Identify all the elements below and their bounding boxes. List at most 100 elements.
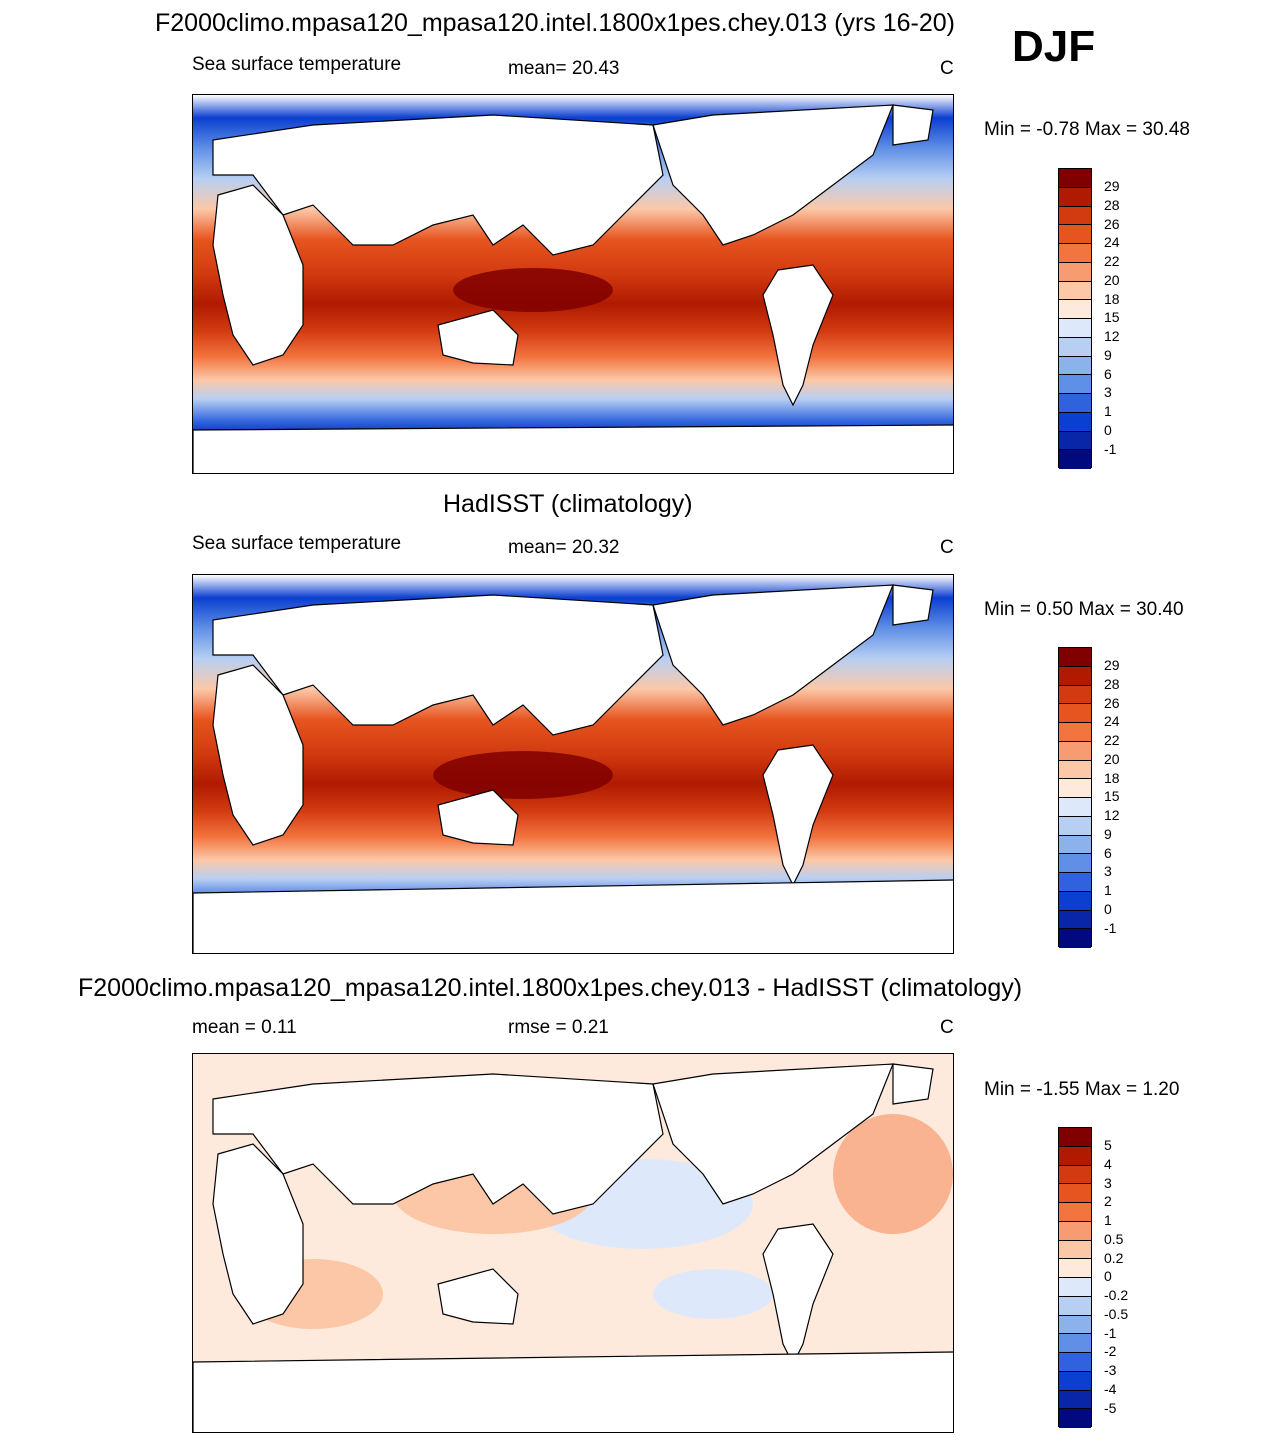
panel3-rmse-label: rmse = 0.21 (508, 1017, 609, 1038)
panel1-cb-swatch (1059, 450, 1091, 469)
panel3-mean-label: mean = 0.11 (192, 1017, 297, 1038)
panel2-cb-label: 26 (1104, 695, 1120, 711)
panel3-cb-label: 0.5 (1104, 1231, 1124, 1247)
panel1-cb-swatch (1059, 244, 1091, 263)
panel3-cb-swatch (1059, 1278, 1091, 1297)
panel3-cb-swatch (1059, 1146, 1091, 1166)
panel3-cb-label: 1 (1104, 1212, 1112, 1228)
panel3-minmax-label: Min = -1.55 Max = 1.20 (984, 1079, 1180, 1100)
panel3-units-label: C (940, 1017, 954, 1038)
panel3-cb-label: 5 (1104, 1137, 1112, 1153)
panel3-title: F2000climo.mpasa120_mpasa120.intel.1800x… (78, 974, 1023, 1002)
panel2-cb-label: 28 (1104, 676, 1120, 692)
panel3-cool-bias-south (653, 1269, 773, 1319)
panel2-cb-swatch (1059, 910, 1091, 930)
panel1-cb-label: 12 (1104, 328, 1120, 344)
panel1-map-svg (193, 95, 953, 473)
panel1-units-label: C (940, 58, 954, 79)
panel2-cb-swatch (1059, 798, 1091, 817)
panel3-cb-label: 2 (1104, 1193, 1112, 1209)
panel2-cb-label: -1 (1104, 920, 1117, 936)
panel3-cb-label: -2 (1104, 1343, 1117, 1359)
panel2-cb-swatch (1059, 741, 1091, 761)
panel2-warm-pool (433, 751, 613, 799)
panel2-cb-swatch (1059, 648, 1091, 667)
panel2-cb-label: 18 (1104, 770, 1120, 786)
panel1-cb-label: 28 (1104, 197, 1120, 213)
panel1-mean-label: mean= 20.43 (508, 58, 620, 79)
panel3-cb-label: -5 (1104, 1400, 1117, 1416)
panel3-cb-label: -4 (1104, 1381, 1117, 1397)
panel1-cb-swatch (1059, 431, 1091, 451)
panel1-cb-label: -1 (1104, 441, 1117, 457)
panel2-cb-label: 0 (1104, 901, 1112, 917)
panel2-variable-label: Sea surface temperature (192, 533, 402, 554)
panel2-cb-swatch (1059, 873, 1091, 892)
panel3-cb-label: 0 (1104, 1268, 1112, 1284)
panel1-cb-swatch (1059, 225, 1091, 244)
panel2-cb-label: 12 (1104, 807, 1120, 823)
panel1-cb-swatch (1059, 394, 1091, 413)
panel3-map (192, 1053, 954, 1433)
panel1-cb-swatch (1059, 187, 1091, 207)
panel2-cb-swatch (1059, 779, 1091, 798)
panel2-cb-swatch (1059, 685, 1091, 705)
panel1-cb-label: 6 (1104, 366, 1112, 382)
season-label: DJF (1012, 22, 1096, 71)
panel1-cb-swatch (1059, 319, 1091, 338)
panel1-title: F2000climo.mpasa120_mpasa120.intel.1800x… (155, 9, 956, 37)
panel3-cb-swatch (1059, 1259, 1091, 1278)
panel3-cb-swatch (1059, 1184, 1091, 1203)
panel3-map-svg (193, 1054, 953, 1432)
panel1-cb-label: 26 (1104, 216, 1120, 232)
panel3-cb-swatch (1059, 1165, 1091, 1185)
panel1-cb-label: 29 (1104, 178, 1120, 194)
panel3-cb-label: 4 (1104, 1156, 1112, 1172)
panel2-cb-swatch (1059, 723, 1091, 742)
panel1-cb-label: 1 (1104, 403, 1112, 419)
panel1-cb-swatch (1059, 281, 1091, 301)
panel3-warm-bias-atlantic (833, 1114, 953, 1234)
panel3-cb-swatch (1059, 1128, 1091, 1147)
panel2-landmasses (193, 584, 953, 953)
panel1-cb-swatch (1059, 262, 1091, 282)
panel2-map (192, 574, 954, 954)
panel3-cb-swatch (1059, 1203, 1091, 1222)
panel2-map-svg (193, 575, 953, 953)
panel3-cb-swatch (1059, 1221, 1091, 1241)
panel3-cb-label: -3 (1104, 1362, 1117, 1378)
panel2-cb-label: 22 (1104, 732, 1120, 748)
panel3-cb-swatch (1059, 1296, 1091, 1316)
panel1-cb-swatch (1059, 412, 1091, 432)
panel1-cb-swatch (1059, 206, 1091, 226)
panel3-cb-label: -0.2 (1104, 1287, 1129, 1303)
panel2-cb-label: 6 (1104, 845, 1112, 861)
panel2-cb-swatch (1059, 854, 1091, 873)
panel2-cb-label: 9 (1104, 826, 1112, 842)
panel2-title: HadISST (climatology) (443, 490, 693, 518)
panel3-cb-swatch (1059, 1353, 1091, 1372)
panel1-cb-swatch (1059, 169, 1091, 188)
panel1-colorbar (1058, 168, 1092, 469)
panel1-cb-label: 9 (1104, 347, 1112, 363)
panel2-cb-label: 15 (1104, 788, 1120, 804)
panel1-minmax-label: Min = -0.78 Max = 30.48 (984, 119, 1190, 140)
panel1-cb-swatch (1059, 300, 1091, 319)
panel3-landmasses (193, 1063, 953, 1432)
panel2-cb-label: 3 (1104, 863, 1112, 879)
panel1-cb-swatch (1059, 375, 1091, 394)
panel2-cb-swatch (1059, 816, 1091, 836)
panel3-cb-swatch (1059, 1371, 1091, 1391)
panel1-cb-label: 22 (1104, 253, 1120, 269)
panel1-cb-swatch (1059, 337, 1091, 357)
panel2-mean-label: mean= 20.32 (508, 537, 620, 558)
panel3-cb-swatch (1059, 1334, 1091, 1353)
panel3-cb-label: -1 (1104, 1325, 1117, 1341)
panel2-cb-swatch (1059, 666, 1091, 686)
panel2-cb-swatch (1059, 704, 1091, 723)
panel1-cb-label: 15 (1104, 309, 1120, 325)
panel1-map (192, 94, 954, 474)
panel3-colorbar (1058, 1127, 1092, 1428)
panel2-cb-label: 24 (1104, 713, 1120, 729)
panel3-cb-label: -0.5 (1104, 1306, 1129, 1322)
